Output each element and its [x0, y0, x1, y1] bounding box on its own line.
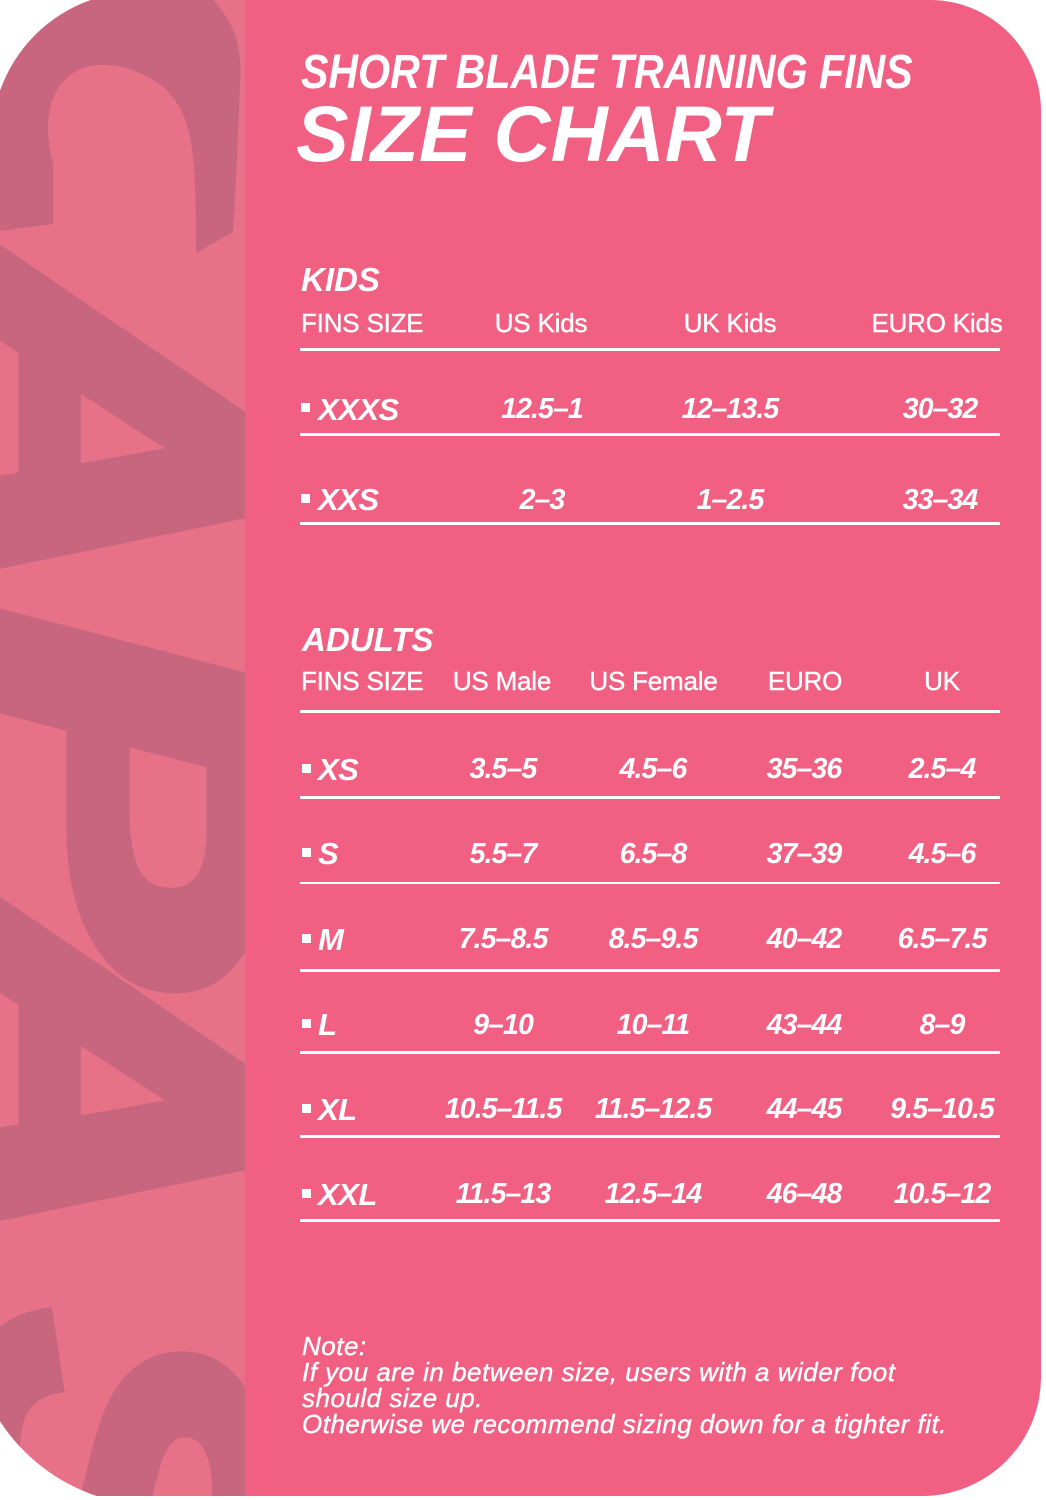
svg-text:A: A	[0, 871, 245, 1257]
svg-text:S: S	[0, 1312, 245, 1496]
svg-text:P: P	[0, 603, 245, 984]
svg-text:A: A	[0, 219, 245, 605]
